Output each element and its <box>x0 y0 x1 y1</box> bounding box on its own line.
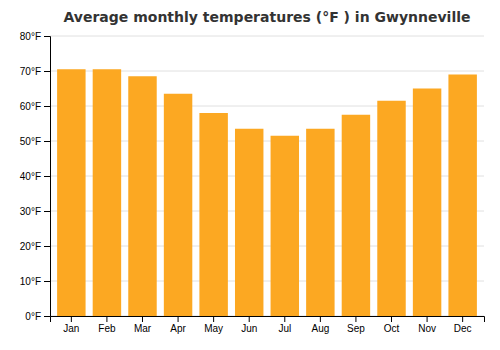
bar <box>377 101 405 316</box>
tick-mark <box>142 316 143 322</box>
tick-label: Oct <box>384 323 400 334</box>
tick-label: Aug <box>311 323 329 334</box>
tick-label: 10°F <box>20 276 41 287</box>
bar <box>235 129 263 316</box>
x-tick: Nov <box>418 316 436 334</box>
axis-line <box>51 317 485 323</box>
tick-label: Jun <box>241 323 257 334</box>
tick-mark <box>355 316 356 322</box>
x-tick: Feb <box>98 316 116 334</box>
bars <box>57 69 477 316</box>
x-tick: Mar <box>134 316 152 334</box>
tick-mark <box>44 316 50 317</box>
tick-label: 20°F <box>20 241 41 252</box>
bar <box>271 136 299 316</box>
tick-mark <box>391 316 392 322</box>
y-tick: 80°F <box>20 31 50 42</box>
title: Average monthly temperatures (°F ) in Gw… <box>64 9 471 25</box>
y-tick: 20°F <box>20 241 50 252</box>
grid <box>50 36 484 316</box>
x-tick: Dec <box>454 316 472 334</box>
grid-line <box>50 36 484 37</box>
bar <box>448 75 476 317</box>
tick-label: Dec <box>454 323 472 334</box>
tick-mark <box>44 211 50 212</box>
axis-line <box>44 37 51 317</box>
y-tick: 0°F <box>25 311 50 322</box>
tick-label: 50°F <box>20 136 41 147</box>
x-tick: Oct <box>384 316 400 334</box>
tick-mark <box>178 316 179 322</box>
tick-label: Sep <box>347 323 365 334</box>
tick-mark <box>106 316 107 322</box>
tick-label: 40°F <box>20 171 41 182</box>
x-tick: May <box>204 316 223 334</box>
x-tick: Apr <box>170 316 186 334</box>
tick-mark <box>249 316 250 322</box>
tick-mark <box>44 36 50 37</box>
x-axis: Jan Feb Mar Apr May Jun Jul Aug Sep Oct Nov Dec <box>51 316 485 334</box>
y-axis: 0°F 10°F 20°F 30°F 40°F 50°F 60°F 70°F 80°F <box>20 31 51 322</box>
bar <box>413 89 441 317</box>
tick-label: May <box>204 323 223 334</box>
bar <box>164 94 192 316</box>
tick-mark <box>44 176 50 177</box>
tick-label: Mar <box>134 323 152 334</box>
bar <box>342 115 370 316</box>
x-tick: Aug <box>311 316 329 334</box>
bar <box>306 129 334 316</box>
bar <box>93 69 121 316</box>
y-tick: 50°F <box>20 136 50 147</box>
tick-label: Jan <box>63 323 79 334</box>
tick-label: 0°F <box>25 311 41 322</box>
tick-label: Jul <box>278 323 291 334</box>
plot: 0°F 10°F 20°F 30°F 40°F 50°F 60°F 70°F 80°F Jan Fe… <box>20 31 485 334</box>
tick-mark <box>427 316 428 322</box>
x-tick: Jan <box>63 316 79 334</box>
tick-mark <box>44 246 50 247</box>
tick-mark <box>320 316 321 322</box>
bar <box>128 76 156 316</box>
tick-mark <box>71 316 72 322</box>
x-tick: Sep <box>347 316 365 334</box>
x-tick: Jun <box>241 316 257 334</box>
x-tick: Jul <box>278 316 291 334</box>
bar <box>199 113 227 316</box>
tick-label: Nov <box>418 323 436 334</box>
y-tick: 70°F <box>20 66 50 77</box>
tick-mark <box>213 316 214 322</box>
tick-mark <box>44 141 50 142</box>
tick-mark <box>44 281 50 282</box>
tick-label: 30°F <box>20 206 41 217</box>
tick-mark <box>284 316 285 322</box>
tick-label: Feb <box>98 323 116 334</box>
tick-mark <box>462 316 463 322</box>
y-tick: 60°F <box>20 101 50 112</box>
tick-mark <box>44 106 50 107</box>
tick-label: 70°F <box>20 66 41 77</box>
y-tick: 10°F <box>20 276 50 287</box>
tick-label: 80°F <box>20 31 41 42</box>
bar <box>57 69 85 316</box>
tick-label: 60°F <box>20 101 41 112</box>
tick-mark <box>44 71 50 72</box>
y-tick: 40°F <box>20 171 50 182</box>
chart: 0°F 10°F 20°F 30°F 40°F 50°F 60°F 70°F 80°F Jan Fe… <box>0 0 500 350</box>
tick-label: Apr <box>170 323 186 334</box>
y-tick: 30°F <box>20 206 50 217</box>
